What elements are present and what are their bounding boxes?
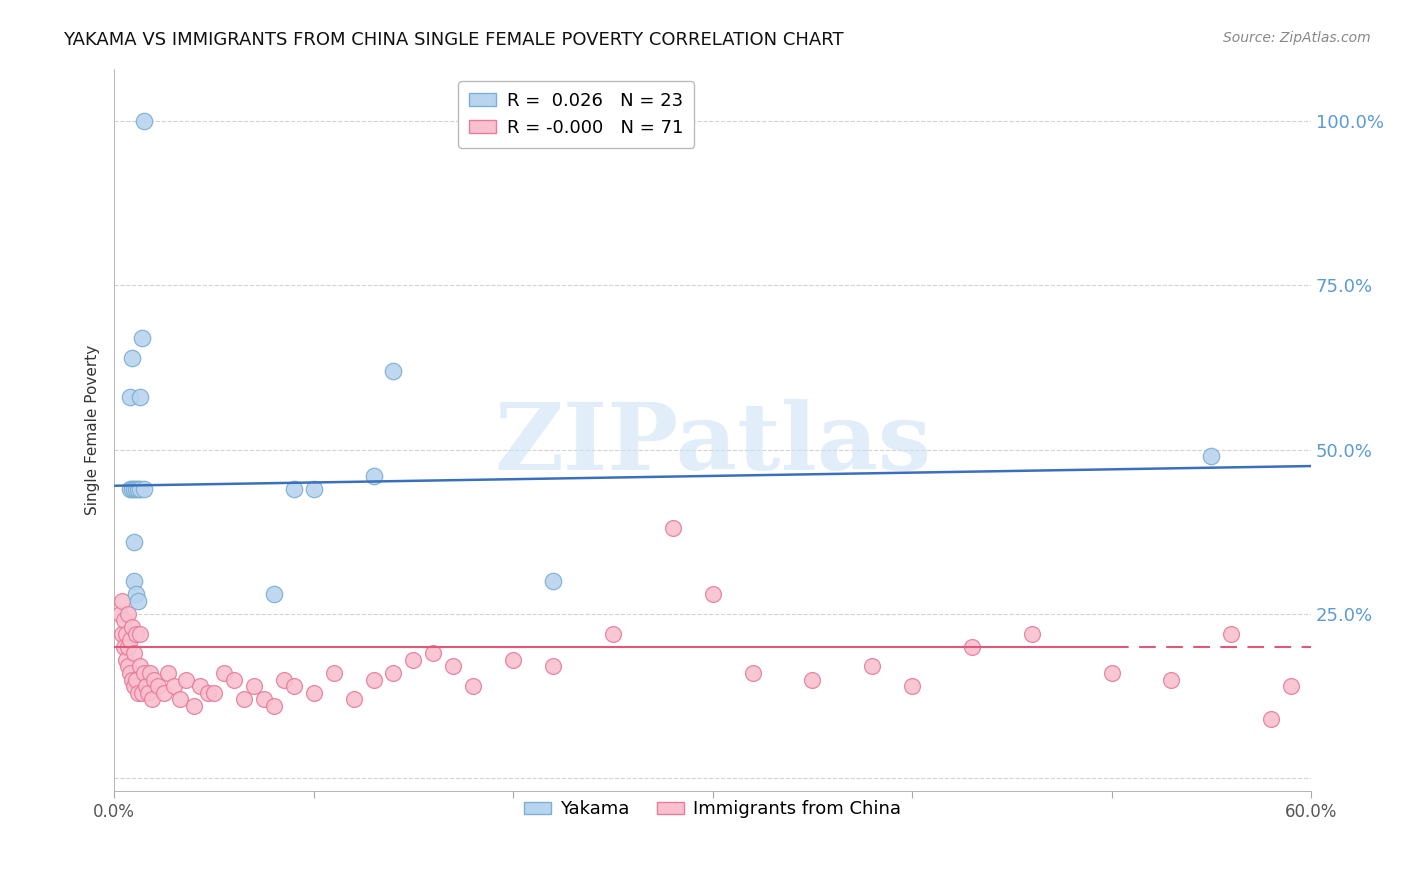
Point	[153, 686, 176, 700]
Point	[188, 679, 211, 693]
Point	[108, 607, 131, 621]
Point	[232, 692, 254, 706]
Point	[122, 534, 145, 549]
Point	[222, 673, 245, 687]
Point	[363, 469, 385, 483]
Point	[122, 482, 145, 496]
Point	[402, 653, 425, 667]
Point	[132, 114, 155, 128]
Point	[1101, 666, 1123, 681]
Legend: Yakama, Immigrants from China: Yakama, Immigrants from China	[517, 793, 908, 826]
Point	[146, 679, 169, 693]
Point	[129, 482, 152, 496]
Point	[263, 587, 285, 601]
Point	[112, 614, 135, 628]
Point	[129, 659, 152, 673]
Point	[1160, 673, 1182, 687]
Point	[302, 482, 325, 496]
Point	[342, 692, 364, 706]
Point	[115, 626, 138, 640]
Point	[136, 686, 159, 700]
Point	[212, 666, 235, 681]
Point	[127, 482, 149, 496]
Point	[127, 686, 149, 700]
Text: YAKAMA VS IMMIGRANTS FROM CHINA SINGLE FEMALE POVERTY CORRELATION CHART: YAKAMA VS IMMIGRANTS FROM CHINA SINGLE F…	[63, 31, 844, 49]
Point	[115, 653, 138, 667]
Point	[120, 390, 142, 404]
Point	[125, 587, 148, 601]
Point	[1201, 449, 1223, 463]
Point	[125, 482, 148, 496]
Point	[111, 626, 134, 640]
Point	[1279, 679, 1302, 693]
Y-axis label: Single Female Poverty: Single Female Poverty	[86, 345, 100, 515]
Point	[273, 673, 295, 687]
Point	[322, 666, 344, 681]
Point	[1220, 626, 1243, 640]
Point	[125, 626, 148, 640]
Point	[860, 659, 883, 673]
Point	[422, 646, 444, 660]
Point	[131, 686, 153, 700]
Point	[441, 659, 464, 673]
Point	[541, 659, 564, 673]
Point	[169, 692, 191, 706]
Text: ZIPatlas: ZIPatlas	[494, 400, 931, 490]
Point	[120, 633, 142, 648]
Point	[502, 653, 524, 667]
Point	[131, 331, 153, 345]
Point	[1260, 712, 1282, 726]
Point	[243, 679, 266, 693]
Point	[139, 666, 162, 681]
Point	[382, 666, 405, 681]
Point	[1021, 626, 1043, 640]
Point	[132, 482, 155, 496]
Point	[363, 673, 385, 687]
Point	[121, 673, 143, 687]
Point	[111, 593, 134, 607]
Point	[163, 679, 186, 693]
Point	[122, 574, 145, 588]
Point	[202, 686, 225, 700]
Point	[602, 626, 624, 640]
Point	[112, 640, 135, 654]
Point	[141, 692, 163, 706]
Point	[702, 587, 724, 601]
Point	[117, 659, 139, 673]
Point	[263, 698, 285, 713]
Point	[117, 640, 139, 654]
Point	[283, 679, 305, 693]
Point	[283, 482, 305, 496]
Point	[122, 679, 145, 693]
Point	[174, 673, 197, 687]
Point	[127, 593, 149, 607]
Point	[121, 620, 143, 634]
Point	[157, 666, 180, 681]
Text: Source: ZipAtlas.com: Source: ZipAtlas.com	[1223, 31, 1371, 45]
Point	[121, 351, 143, 365]
Point	[541, 574, 564, 588]
Point	[302, 686, 325, 700]
Point	[129, 626, 152, 640]
Point	[463, 679, 485, 693]
Point	[135, 679, 157, 693]
Point	[129, 390, 152, 404]
Point	[143, 673, 166, 687]
Point	[183, 698, 205, 713]
Point	[960, 640, 983, 654]
Point	[120, 666, 142, 681]
Point	[122, 646, 145, 660]
Point	[197, 686, 219, 700]
Point	[801, 673, 824, 687]
Point	[121, 482, 143, 496]
Point	[382, 364, 405, 378]
Point	[117, 607, 139, 621]
Point	[125, 673, 148, 687]
Point	[661, 521, 683, 535]
Point	[120, 482, 142, 496]
Point	[741, 666, 763, 681]
Point	[132, 666, 155, 681]
Point	[901, 679, 924, 693]
Point	[253, 692, 276, 706]
